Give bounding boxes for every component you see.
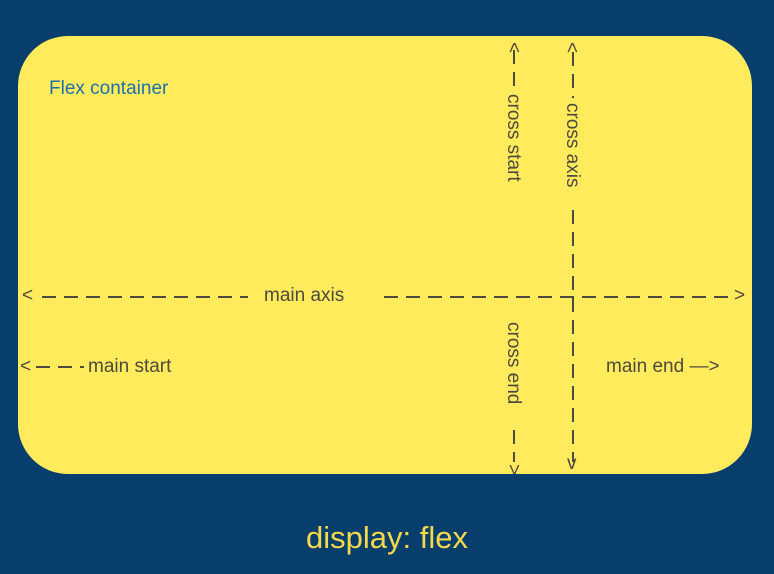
main-start-arrow-left: < — [20, 356, 32, 377]
main-axis-arrow-right: > — [734, 285, 746, 306]
cross-end-label: cross end — [503, 322, 524, 405]
flex-container — [18, 36, 752, 474]
cross-axis-label: cross axis — [562, 103, 583, 188]
main-axis-arrow-left: < — [22, 285, 34, 306]
main-end-label: main end —> — [606, 356, 720, 377]
cross-axis-arrow-down: v — [567, 453, 577, 474]
flex-container-title: Flex container — [49, 78, 169, 99]
cross-axis-arrow-up: < — [561, 41, 583, 54]
cross-start-label: cross start — [503, 94, 524, 182]
main-axis-label: main axis — [264, 285, 345, 306]
cross-start-arrow-up: < — [503, 41, 525, 54]
main-start-label: main start — [88, 356, 172, 377]
cross-end-arrow-down: > — [503, 463, 525, 476]
display-flex-caption: display: flex — [306, 520, 468, 555]
